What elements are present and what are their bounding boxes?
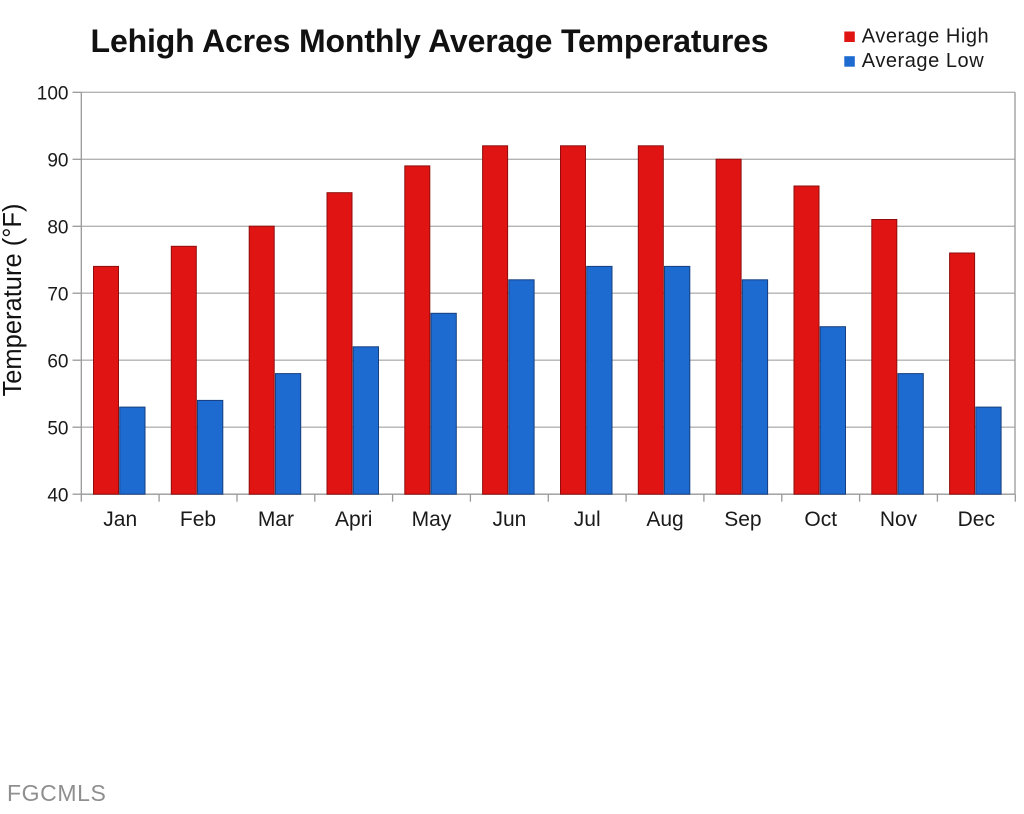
svg-text:Average Low: Average Low xyxy=(862,50,984,72)
svg-text:May: May xyxy=(412,508,452,531)
svg-text:FGCMLS: FGCMLS xyxy=(7,780,106,806)
svg-text:80: 80 xyxy=(47,218,68,239)
svg-text:Dec: Dec xyxy=(958,508,995,531)
svg-text:Temperature (°F): Temperature (°F) xyxy=(0,204,27,397)
svg-text:100: 100 xyxy=(37,84,69,105)
svg-text:Mar: Mar xyxy=(258,508,294,531)
svg-text:90: 90 xyxy=(47,151,68,172)
svg-text:Jul: Jul xyxy=(574,508,601,531)
svg-text:Aug: Aug xyxy=(646,508,683,531)
svg-text:Jun: Jun xyxy=(492,508,526,531)
svg-text:Nov: Nov xyxy=(880,508,918,531)
svg-text:Sep: Sep xyxy=(724,508,761,531)
svg-text:50: 50 xyxy=(47,418,68,439)
svg-text:60: 60 xyxy=(47,351,68,372)
svg-text:Oct: Oct xyxy=(804,508,837,531)
svg-text:Average High: Average High xyxy=(862,25,989,47)
svg-text:70: 70 xyxy=(47,284,68,305)
svg-text:Jan: Jan xyxy=(103,508,137,531)
svg-text:Feb: Feb xyxy=(180,508,216,531)
svg-text:Apri: Apri xyxy=(335,508,372,531)
svg-text:Lehigh Acres Monthly Average T: Lehigh Acres Monthly Average Temperature… xyxy=(91,23,769,59)
svg-text:40: 40 xyxy=(47,485,68,506)
